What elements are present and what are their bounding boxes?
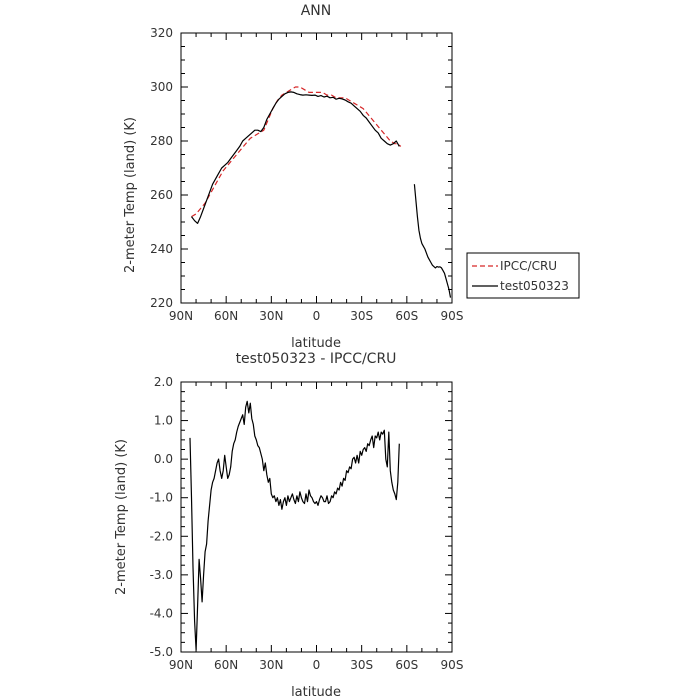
x-tick-label: 30S <box>350 658 373 672</box>
y-tick-label: 280 <box>150 134 173 148</box>
y-tick-label: -5.0 <box>150 645 173 659</box>
y-tick-label: -3.0 <box>150 568 173 582</box>
y-tick-label: 220 <box>150 296 173 310</box>
series-line-test050323-ipcc-cru <box>189 400 400 651</box>
series-line-test050323-segment-2 <box>413 184 452 298</box>
y-axis-label: 2-meter Temp (land) (K) <box>123 117 138 273</box>
annual-temperature-panel: ANN latitude 2-meter Temp (land) (K) 90N… <box>123 3 463 351</box>
x-tick-label: 60N <box>214 309 238 323</box>
y-tick-label: -1.0 <box>150 491 173 505</box>
y-tick-label: -4.0 <box>150 606 173 620</box>
x-tick-label: 90N <box>169 658 193 672</box>
legend-box <box>466 252 580 299</box>
legend-label-test050323: test050323 <box>500 279 569 293</box>
series-line-test050323 <box>191 91 400 224</box>
x-axis-label: latitude <box>291 685 341 700</box>
x-axis-label: latitude <box>291 336 341 351</box>
x-tick-label: 60N <box>214 658 238 672</box>
y-tick-label: 300 <box>150 80 173 94</box>
y-tick-label: 2.0 <box>154 375 173 389</box>
chart-title: ANN <box>301 3 332 19</box>
x-tick-label: 90S <box>441 658 464 672</box>
x-tick-label: 90S <box>441 309 464 323</box>
y-tick-label: 320 <box>150 26 173 40</box>
x-tick-label: 0 <box>313 309 321 323</box>
x-tick-label: 30N <box>259 309 283 323</box>
chart-title: test050323 - IPCC/CRU <box>236 351 397 367</box>
x-tick-label: 60S <box>395 658 418 672</box>
y-tick-label: 1.0 <box>154 414 173 428</box>
difference-panel: test050323 - IPCC/CRU latitude 2-meter T… <box>114 351 463 700</box>
x-tick-label: 30N <box>259 658 283 672</box>
x-tick-label: 60S <box>395 309 418 323</box>
y-axis-label: 2-meter Temp (land) (K) <box>114 439 129 595</box>
x-tick-label: 30S <box>350 309 373 323</box>
y-tick-label: -2.0 <box>150 529 173 543</box>
y-tick-label: 240 <box>150 242 173 256</box>
x-tick-label: 0 <box>313 658 321 672</box>
series-line-ipcc-cru <box>191 86 402 218</box>
y-tick-label: 260 <box>150 188 173 202</box>
y-tick-label: 0.0 <box>154 452 173 466</box>
x-tick-label: 90N <box>169 309 193 323</box>
legend-label-ipcc-cru: IPCC/CRU <box>500 259 557 273</box>
legend: IPCC/CRU test050323 <box>466 252 580 299</box>
